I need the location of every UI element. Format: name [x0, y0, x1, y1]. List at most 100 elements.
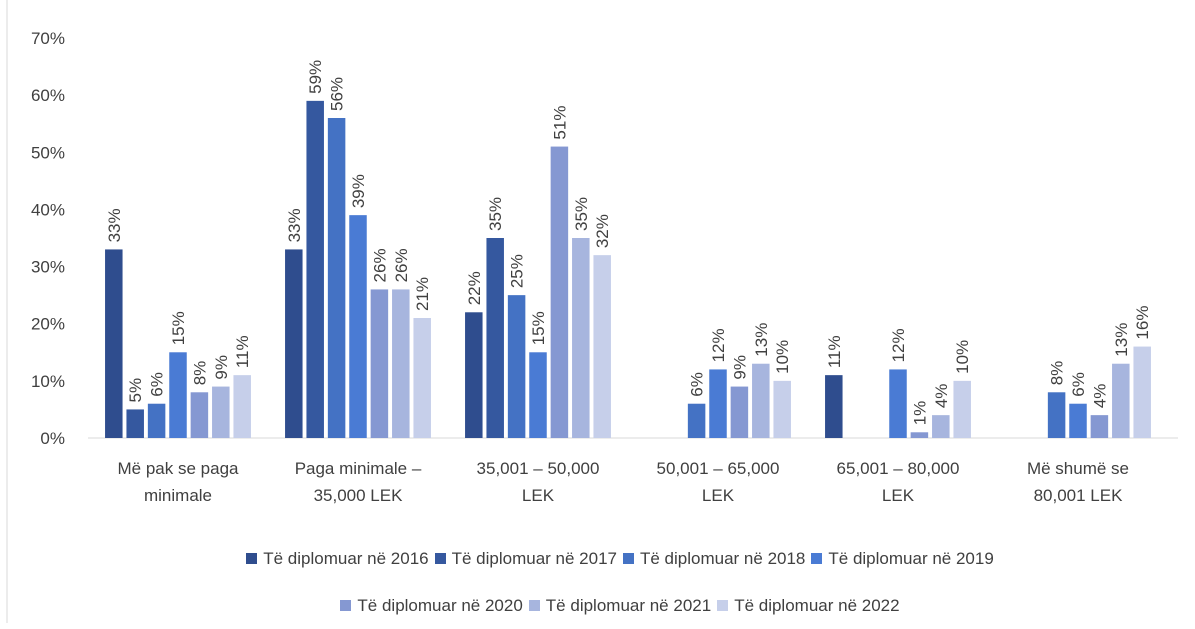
bar: [529, 352, 547, 438]
data-label: 12%: [889, 328, 908, 362]
x-tick-label: Paga minimale – 35,000 LEK: [294, 459, 422, 505]
legend-swatch: [717, 600, 729, 611]
bar: [593, 255, 611, 438]
legend-item: Të diplomuar në 2021: [528, 582, 712, 629]
legend-swatch: [434, 553, 446, 564]
legend-swatch: [246, 553, 258, 564]
data-label: 35%: [572, 197, 591, 231]
data-label: 6%: [688, 372, 707, 397]
bar: [910, 432, 929, 438]
data-label: 15%: [529, 311, 548, 345]
y-tick-label: 60%: [31, 86, 65, 105]
y-tick-label: 40%: [31, 200, 65, 219]
legend-item: Të diplomuar në 2019: [811, 535, 994, 582]
legend-swatch: [811, 553, 823, 564]
y-tick-label: 70%: [31, 29, 65, 48]
bar: [486, 238, 504, 438]
legend-label: Të diplomuar në 2018: [640, 549, 806, 568]
data-label: 10%: [953, 340, 972, 374]
data-label: 8%: [1048, 361, 1067, 386]
legend-item: Të diplomuar në 2022: [717, 582, 900, 629]
data-label: 35%: [486, 197, 505, 231]
data-label: 22%: [465, 271, 484, 305]
bar: [1047, 392, 1066, 438]
bar: [730, 386, 749, 438]
data-label: 25%: [508, 254, 527, 288]
legend-label: Të diplomuar në 2021: [545, 596, 712, 615]
legend-item: Të diplomuar në 2017: [434, 535, 617, 582]
legend-label: Të diplomuar në 2020: [357, 596, 523, 615]
legend: Të diplomuar në 2016 Të diplomuar në 2017…: [210, 535, 1030, 629]
bar: [327, 118, 346, 438]
data-label: 4%: [932, 384, 951, 409]
data-label: 10%: [773, 340, 792, 374]
data-label: 26%: [370, 248, 389, 282]
data-label: 33%: [105, 208, 124, 242]
bar: [233, 375, 251, 438]
data-label: 12%: [709, 328, 728, 362]
legend-label: Të diplomuar në 2017: [451, 549, 617, 568]
data-label: 21%: [413, 277, 432, 311]
y-tick-label: 20%: [31, 315, 65, 334]
bar: [773, 380, 791, 438]
y-tick-label: 50%: [31, 143, 65, 162]
data-label: 1%: [910, 401, 929, 426]
bar: [953, 380, 971, 438]
bar: [1133, 346, 1151, 438]
bar: [687, 403, 706, 438]
legend-swatch: [623, 553, 634, 564]
bar: [825, 375, 843, 438]
data-label: 56%: [328, 77, 347, 111]
y-tick-label: 30%: [31, 258, 65, 277]
data-label: 8%: [190, 361, 209, 386]
data-label: 13%: [1112, 323, 1131, 357]
bar: [349, 215, 367, 438]
data-label: 5%: [126, 378, 145, 403]
data-label: 51%: [550, 106, 569, 140]
x-tick-label: Më pak se paga minimale: [117, 459, 239, 505]
bar: [147, 403, 166, 438]
bar: [126, 409, 144, 438]
bar: [889, 369, 907, 438]
y-tick-label: 0%: [40, 429, 65, 448]
bar: [190, 392, 209, 438]
legend-item: Të diplomuar në 2020: [340, 582, 523, 629]
bar: [465, 312, 483, 438]
bar: [370, 289, 389, 438]
x-tick-label: 50,001 – 65,000 LEK: [656, 459, 780, 505]
bar: [572, 238, 590, 438]
bar: [932, 415, 950, 438]
bar: [1090, 415, 1109, 438]
data-label: 39%: [349, 174, 368, 208]
legend-label: Të diplomuar në 2019: [828, 549, 994, 568]
bar: [306, 100, 324, 438]
bar: [507, 295, 526, 438]
bar: [709, 369, 727, 438]
bar: [392, 289, 410, 438]
x-tick-label: 35,001 – 50,000 LEK: [476, 459, 600, 505]
data-label: 59%: [306, 60, 325, 94]
legend-label: Të diplomuar në 2016: [263, 549, 429, 568]
bar: [413, 318, 431, 438]
y-tick-label: 10%: [31, 372, 65, 391]
data-label: 11%: [233, 335, 252, 368]
bar: [1112, 363, 1130, 438]
data-label: 9%: [730, 355, 749, 380]
bar: [212, 386, 230, 438]
bar: [105, 249, 123, 438]
legend-item: Të diplomuar në 2018: [623, 535, 805, 582]
legend-swatch: [528, 600, 540, 611]
legend-item: Të diplomuar në 2016: [246, 535, 429, 582]
bar: [550, 146, 569, 439]
data-label: 16%: [1133, 306, 1152, 340]
data-label: 11%: [825, 335, 844, 368]
data-label: 13%: [752, 323, 771, 357]
data-label: 32%: [593, 214, 612, 248]
data-label: 26%: [392, 248, 411, 282]
data-label: 9%: [212, 355, 231, 380]
bar: [1069, 403, 1087, 438]
data-label: 6%: [148, 372, 167, 397]
bar: [285, 249, 303, 438]
